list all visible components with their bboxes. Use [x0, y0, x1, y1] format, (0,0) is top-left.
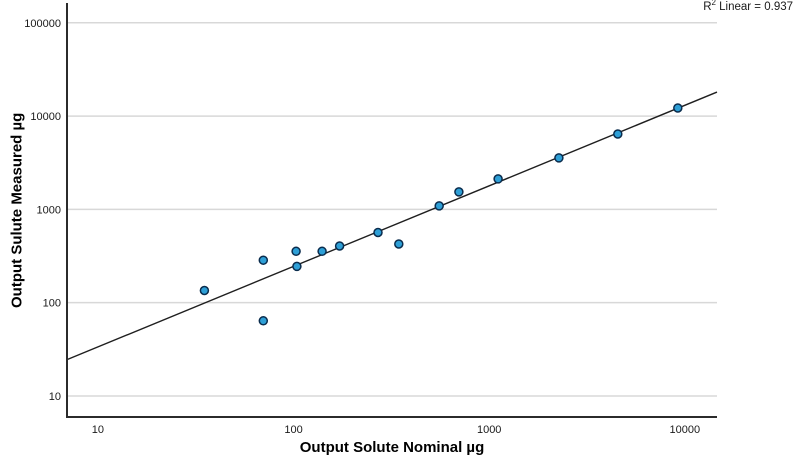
- data-point: [317, 246, 327, 257]
- fit-line: [66, 91, 718, 361]
- x-tick-label: 100: [284, 424, 302, 436]
- data-point: [613, 129, 623, 139]
- r-squared-value: Linear = 0.937: [715, 1, 793, 13]
- y-tick-label: 10: [49, 391, 61, 403]
- y-tick-label: 1000: [37, 204, 61, 216]
- data-point: [554, 153, 564, 163]
- x-axis-title: Output Solute Nominal µg: [299, 439, 485, 456]
- data-point: [373, 227, 383, 238]
- data-point: [258, 316, 269, 326]
- data-point: [292, 261, 302, 272]
- data-point: [454, 187, 464, 197]
- y-tick-label: 100000: [24, 18, 61, 30]
- x-tick-label: 10: [92, 424, 104, 436]
- r-squared-prefix: R: [703, 1, 712, 13]
- data-point: [291, 246, 301, 257]
- r-squared-superscript: 2: [711, 0, 716, 8]
- x-tick-label: 1000: [477, 424, 501, 436]
- data-point: [334, 241, 345, 251]
- r-squared-annotation: R2 Linear = 0.937: [703, 0, 793, 13]
- y-tick-label: 10000: [30, 111, 61, 123]
- y-axis-title: Output Sulute Measured µg: [8, 112, 26, 308]
- data-point: [434, 201, 444, 211]
- data-point: [493, 174, 503, 184]
- data-point: [673, 103, 683, 113]
- x-tick-label: 10000: [670, 424, 701, 436]
- y-tick-label: 100: [43, 298, 61, 310]
- data-point: [394, 239, 404, 249]
- data-point: [199, 285, 210, 296]
- data-point: [258, 255, 269, 265]
